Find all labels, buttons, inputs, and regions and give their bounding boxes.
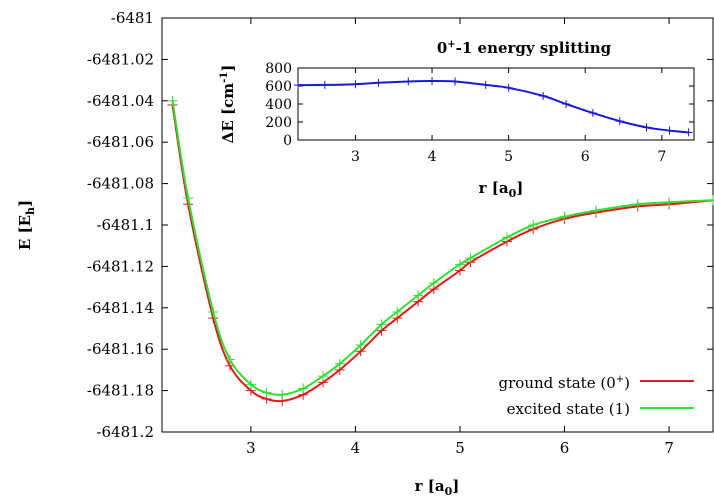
inset-data-point bbox=[428, 77, 437, 86]
series-line-1 bbox=[171, 100, 714, 396]
inset-data-point bbox=[320, 80, 329, 89]
inset-data-point bbox=[504, 83, 513, 92]
inset-x-tick-label: 6 bbox=[581, 149, 590, 165]
data-point-1 bbox=[502, 232, 513, 243]
inset-y-tick-label: 800 bbox=[265, 61, 292, 77]
legend: ground state (0+) excited state (1) bbox=[499, 374, 694, 418]
data-point-1 bbox=[465, 253, 476, 264]
data-point-1 bbox=[454, 259, 465, 270]
inset-data-point bbox=[642, 123, 651, 132]
inset-y-tick-label: 0 bbox=[283, 133, 292, 149]
data-point-1 bbox=[413, 290, 424, 301]
main-y-tick-label: -6481 bbox=[111, 9, 154, 27]
inset-title: 0+-1 energy splitting bbox=[437, 39, 612, 57]
data-point-1 bbox=[664, 197, 675, 208]
inset-data-point bbox=[665, 126, 674, 135]
data-point-1 bbox=[208, 306, 219, 317]
main-y-tick-label: -6481.14 bbox=[87, 299, 154, 317]
inset-data-point bbox=[451, 77, 460, 86]
data-point-1 bbox=[590, 205, 601, 216]
inset-data-point bbox=[294, 81, 302, 90]
main-x-axis-label: r [a0] bbox=[415, 477, 460, 498]
main-y-tick-label: -6481.06 bbox=[87, 133, 154, 151]
data-point-1 bbox=[183, 193, 194, 204]
inset-x-tick-label: 5 bbox=[504, 149, 513, 165]
inset-chart: 3 4 5 6 7 0 200 400 600 800 0+-1 energy splitting… bbox=[219, 39, 695, 200]
data-point-1 bbox=[298, 383, 309, 394]
data-point-1 bbox=[428, 277, 439, 288]
inset-x-axis-label: r [a0] bbox=[479, 179, 524, 200]
data-point-1 bbox=[392, 306, 403, 317]
inset-series-line bbox=[297, 79, 689, 134]
inset-data-point bbox=[351, 80, 360, 89]
inset-data-point bbox=[404, 77, 413, 86]
inset-x-tick-label: 7 bbox=[657, 149, 666, 165]
data-point-1 bbox=[318, 371, 329, 382]
main-x-tick-label: 6 bbox=[560, 439, 570, 457]
legend-label-ground-state: ground state (0+) bbox=[499, 374, 630, 392]
inset-plot-frame bbox=[297, 67, 695, 141]
main-y-tick-label: -6481.1 bbox=[96, 216, 154, 234]
data-point-1 bbox=[167, 95, 178, 106]
data-point-1 bbox=[355, 340, 366, 351]
inset-data-point bbox=[539, 91, 548, 100]
main-x-tick-label: 3 bbox=[246, 439, 256, 457]
main-y-tick-label: -6481.12 bbox=[87, 257, 154, 275]
inset-x-tick-label: 4 bbox=[428, 149, 437, 165]
inset-x-tick-label: 3 bbox=[351, 149, 360, 165]
data-point-1 bbox=[261, 387, 272, 398]
data-point-1 bbox=[334, 358, 345, 369]
main-x-tick-label: 5 bbox=[455, 439, 465, 457]
data-point-1 bbox=[277, 389, 288, 400]
main-y-tick-label: -6481.02 bbox=[87, 50, 154, 68]
data-point-1 bbox=[528, 220, 539, 230]
main-x-tick-label: 4 bbox=[351, 439, 361, 457]
inset-data-point bbox=[588, 109, 597, 117]
inset-data-point bbox=[374, 78, 383, 87]
main-y-tick-label: -6481.08 bbox=[87, 175, 154, 193]
inset-y-tick-label: 200 bbox=[265, 115, 292, 131]
inset-y-axis-label: ΔE [cm-1] bbox=[219, 65, 237, 144]
data-point-1 bbox=[245, 379, 256, 390]
series-line-0 bbox=[171, 104, 714, 403]
inset-data-point bbox=[562, 100, 571, 108]
legend-label-excited-state: excited state (1) bbox=[507, 400, 630, 418]
main-y-tick-label: -6481.18 bbox=[87, 382, 154, 400]
main-y-tick-label: -6481.2 bbox=[96, 423, 154, 441]
inset-data-point bbox=[615, 117, 624, 126]
inset-y-tick-label: 600 bbox=[265, 79, 292, 95]
data-point-1 bbox=[376, 319, 387, 330]
data-point-1 bbox=[559, 211, 570, 222]
inset-y-tick-label: 400 bbox=[265, 97, 292, 113]
data-point-1 bbox=[224, 354, 235, 365]
inset-data-point bbox=[684, 128, 693, 137]
main-y-tick-label: -6481.04 bbox=[87, 92, 154, 110]
main-y-tick-label: -6481.16 bbox=[87, 340, 154, 358]
main-x-tick-label: 7 bbox=[664, 439, 674, 457]
data-point-1 bbox=[708, 195, 714, 206]
inset-data-point bbox=[481, 80, 490, 89]
main-y-axis-label: E [Eh] bbox=[16, 200, 37, 250]
data-point-1 bbox=[632, 199, 643, 210]
